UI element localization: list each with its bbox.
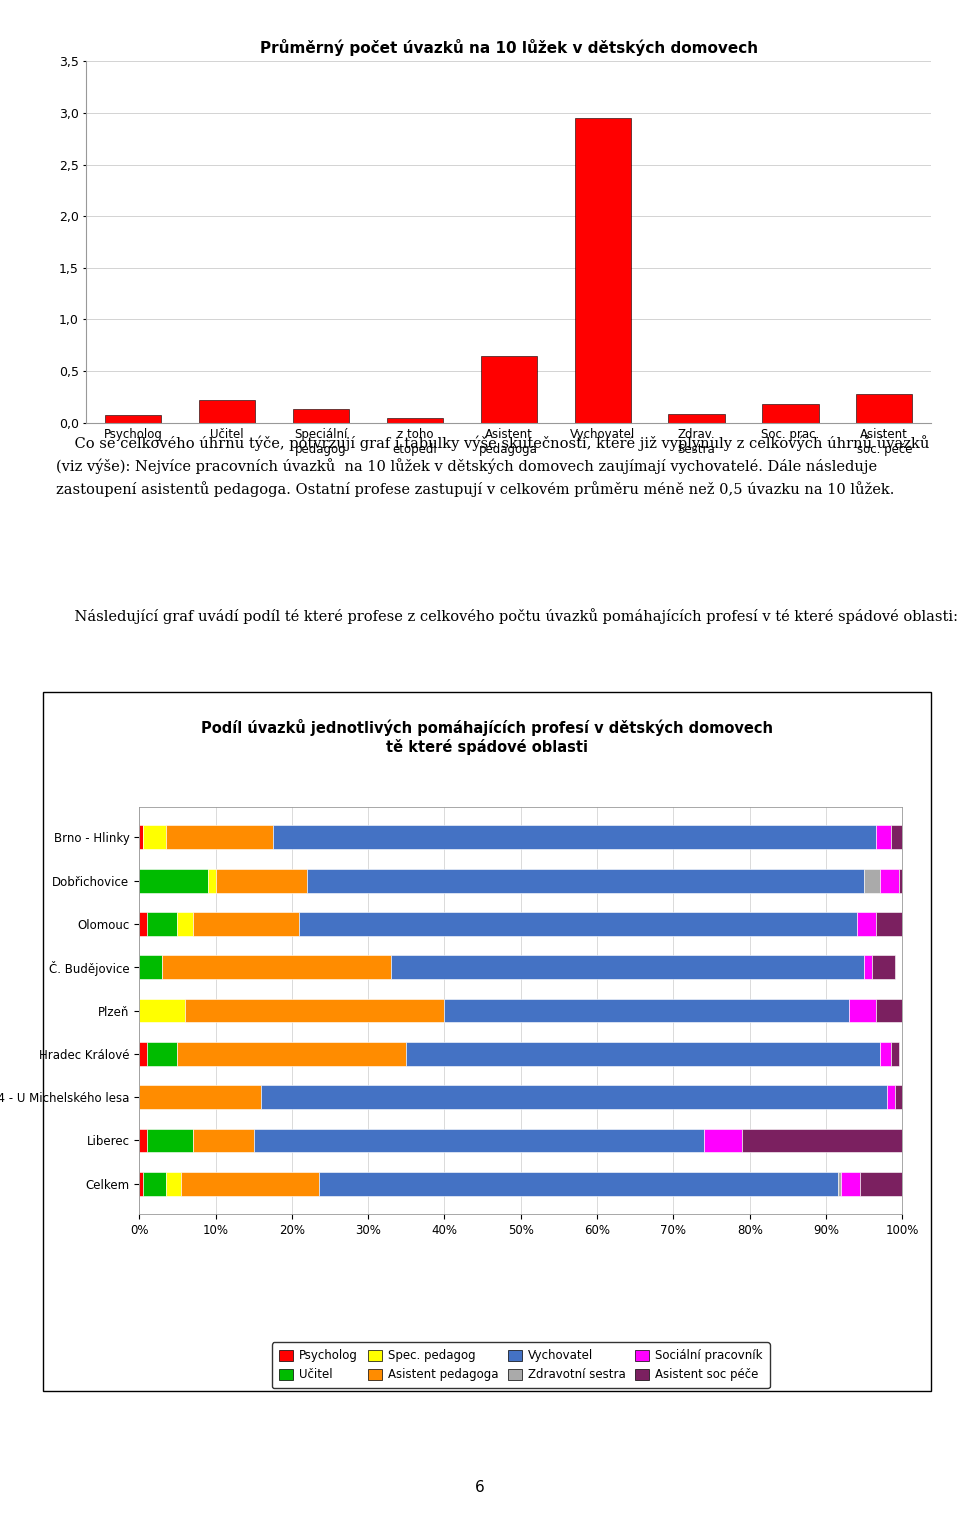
Bar — [139, 911, 147, 936]
Bar — [106, 415, 161, 423]
Bar — [166, 825, 273, 850]
Bar — [139, 1085, 261, 1110]
Bar — [668, 415, 725, 423]
Bar — [139, 1042, 147, 1065]
Text: Co se celkového úhrnu týče, potvrzují graf i tabulky výše skutečnosti, které již: Co se celkového úhrnu týče, potvrzují gr… — [56, 435, 929, 498]
Bar — [215, 868, 307, 893]
Bar — [300, 911, 856, 936]
Bar — [166, 1171, 181, 1196]
Bar — [872, 956, 895, 979]
Bar — [139, 999, 185, 1022]
Bar — [387, 418, 444, 423]
Legend: Psycholog, Učitel, Spec. pedagog, Asistent pedagoga, Vychovatel, Zdravotní sestr: Psycholog, Učitel, Spec. pedagog, Asiste… — [272, 1342, 770, 1388]
Bar — [307, 868, 864, 893]
Bar — [139, 956, 162, 979]
Bar — [178, 911, 193, 936]
Bar — [481, 355, 537, 423]
Bar — [162, 956, 391, 979]
Bar — [704, 1128, 742, 1153]
Bar — [895, 1085, 902, 1110]
Bar — [891, 1042, 899, 1065]
Bar — [143, 1171, 166, 1196]
Text: 6: 6 — [475, 1480, 485, 1496]
Bar — [574, 118, 631, 423]
Bar — [293, 409, 349, 423]
Bar — [273, 825, 876, 850]
Bar — [856, 911, 876, 936]
Text: Podíl úvazků jednotlivých pomáhajících profesí v dětských domovech
tě které spád: Podíl úvazků jednotlivých pomáhajících p… — [202, 719, 773, 755]
Bar — [837, 1171, 841, 1196]
Bar — [147, 1042, 178, 1065]
Bar — [879, 1042, 891, 1065]
Bar — [762, 404, 819, 423]
Bar — [181, 1171, 319, 1196]
Bar — [891, 825, 910, 850]
Bar — [841, 1171, 860, 1196]
Bar — [193, 1128, 253, 1153]
Bar — [876, 999, 925, 1022]
Bar — [887, 1085, 895, 1110]
Bar — [139, 1128, 147, 1153]
Bar — [185, 999, 444, 1022]
Bar — [253, 1128, 704, 1153]
Bar — [199, 400, 255, 423]
Bar — [261, 1085, 887, 1110]
Bar — [147, 1128, 193, 1153]
Bar — [864, 956, 872, 979]
Bar — [147, 911, 178, 936]
Bar — [879, 868, 899, 893]
Bar — [856, 393, 912, 423]
Text: Následující graf uvádí podíl té které profese z celkového počtu úvazků pomáhajíc: Následující graf uvádí podíl té které pr… — [56, 607, 958, 624]
Bar — [193, 911, 300, 936]
Bar — [899, 868, 910, 893]
Bar — [139, 1171, 143, 1196]
Title: Průměrný počet úvazků na 10 lůžek v dětských domovech: Průměrný počet úvazků na 10 lůžek v děts… — [260, 38, 757, 57]
Bar — [860, 1171, 906, 1196]
Bar — [319, 1171, 837, 1196]
Bar — [849, 999, 876, 1022]
Bar — [391, 956, 864, 979]
Bar — [139, 825, 143, 850]
Bar — [139, 868, 208, 893]
Bar — [178, 1042, 406, 1065]
Bar — [876, 825, 891, 850]
Bar — [208, 868, 216, 893]
Bar — [742, 1128, 925, 1153]
Bar — [406, 1042, 879, 1065]
Bar — [876, 911, 925, 936]
Bar — [444, 999, 849, 1022]
Bar — [864, 868, 879, 893]
Bar — [143, 825, 166, 850]
